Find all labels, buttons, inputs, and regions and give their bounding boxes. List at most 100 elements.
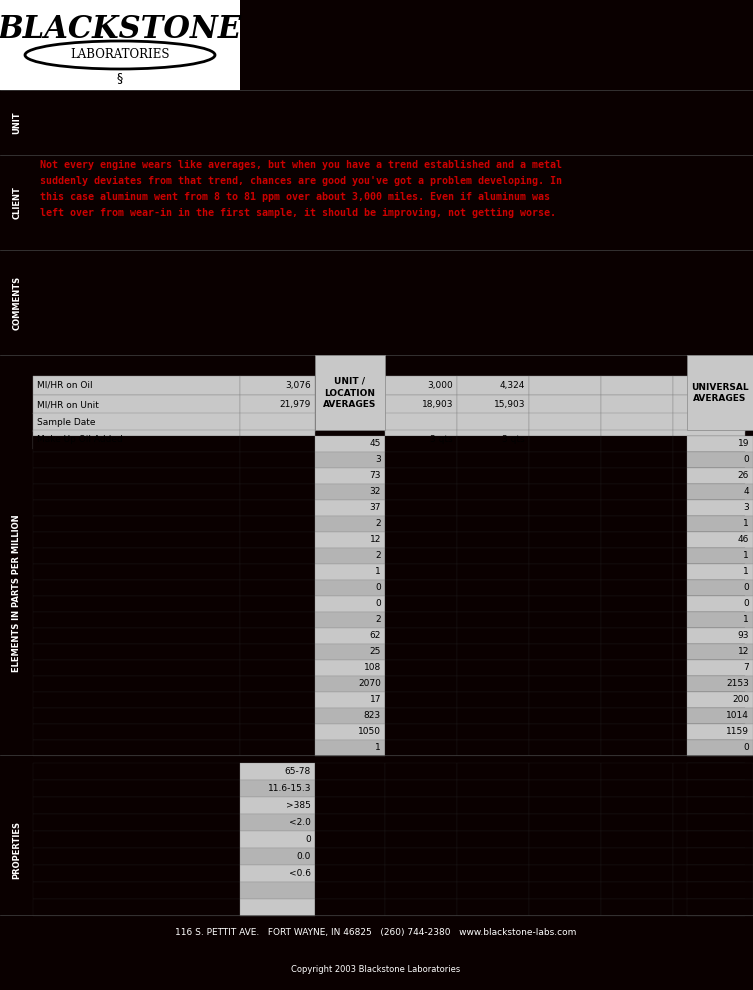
Bar: [33, 831, 240, 848]
Bar: [687, 831, 753, 848]
Bar: [385, 532, 457, 548]
Bar: [240, 436, 315, 452]
Bar: [385, 500, 457, 516]
Text: <2.0: <2.0: [289, 818, 311, 827]
Bar: [240, 831, 315, 848]
Bar: [315, 882, 385, 899]
Bar: [315, 724, 385, 740]
Bar: [315, 355, 385, 430]
Bar: [529, 644, 601, 660]
Bar: [33, 516, 240, 532]
Text: 0.0: 0.0: [297, 852, 311, 861]
Bar: [687, 797, 753, 814]
Bar: [529, 376, 601, 395]
Bar: [315, 797, 385, 814]
Bar: [673, 564, 745, 580]
Bar: [457, 452, 529, 468]
Bar: [687, 899, 753, 916]
Bar: [240, 865, 315, 882]
Bar: [315, 452, 385, 468]
Bar: [385, 899, 457, 916]
Bar: [315, 676, 385, 692]
Bar: [315, 436, 385, 452]
Text: 17: 17: [370, 696, 381, 705]
Bar: [687, 740, 753, 756]
Text: 823: 823: [364, 712, 381, 721]
Bar: [33, 740, 240, 756]
Bar: [687, 580, 753, 596]
Bar: [33, 814, 240, 831]
Text: UNIT: UNIT: [13, 112, 22, 135]
Bar: [601, 532, 673, 548]
Bar: [33, 564, 240, 580]
Text: 3: 3: [743, 504, 749, 513]
Text: 65-78: 65-78: [285, 767, 311, 776]
Bar: [673, 797, 745, 814]
Bar: [601, 780, 673, 797]
Bar: [601, 468, 673, 484]
Text: Sample Date: Sample Date: [37, 418, 96, 427]
Bar: [601, 865, 673, 882]
Bar: [385, 724, 457, 740]
Bar: [385, 628, 457, 644]
Bar: [457, 763, 529, 780]
Bar: [457, 516, 529, 532]
Bar: [240, 780, 315, 797]
Bar: [673, 899, 745, 916]
Bar: [33, 628, 240, 644]
Bar: [529, 484, 601, 500]
Bar: [529, 660, 601, 676]
Bar: [240, 484, 315, 500]
Bar: [529, 548, 601, 564]
Bar: [529, 740, 601, 756]
Bar: [33, 452, 240, 468]
Bar: [315, 564, 385, 580]
Bar: [457, 413, 529, 432]
Bar: [240, 692, 315, 708]
Bar: [457, 797, 529, 814]
Bar: [601, 436, 673, 452]
Bar: [673, 676, 745, 692]
Bar: [529, 468, 601, 484]
Bar: [457, 708, 529, 724]
Bar: [673, 596, 745, 612]
Bar: [385, 596, 457, 612]
Text: 7: 7: [743, 663, 749, 672]
Bar: [687, 436, 753, 452]
Bar: [673, 532, 745, 548]
Bar: [457, 436, 529, 452]
Bar: [33, 763, 240, 780]
Text: this case aluminum went from 8 to 81 ppm over about 3,000 miles. Even if aluminu: this case aluminum went from 8 to 81 ppm…: [40, 192, 550, 202]
Text: 1014: 1014: [726, 712, 749, 721]
Bar: [529, 532, 601, 548]
Bar: [315, 740, 385, 756]
Bar: [385, 644, 457, 660]
Text: 0: 0: [743, 743, 749, 752]
Text: 21,979: 21,979: [279, 400, 311, 409]
Bar: [673, 500, 745, 516]
Bar: [33, 676, 240, 692]
Bar: [315, 500, 385, 516]
Bar: [457, 612, 529, 628]
Text: 3: 3: [375, 455, 381, 464]
Bar: [673, 628, 745, 644]
Bar: [33, 780, 240, 797]
Bar: [601, 899, 673, 916]
Bar: [687, 500, 753, 516]
Bar: [529, 763, 601, 780]
Bar: [33, 660, 240, 676]
Bar: [529, 628, 601, 644]
Text: 200: 200: [732, 696, 749, 705]
Bar: [601, 430, 673, 449]
Bar: [385, 484, 457, 500]
Bar: [457, 882, 529, 899]
Bar: [457, 548, 529, 564]
Bar: [385, 780, 457, 797]
Bar: [687, 452, 753, 468]
Bar: [687, 708, 753, 724]
Bar: [673, 644, 745, 660]
Bar: [687, 355, 753, 430]
Bar: [240, 660, 315, 676]
Bar: [673, 436, 745, 452]
Bar: [687, 612, 753, 628]
